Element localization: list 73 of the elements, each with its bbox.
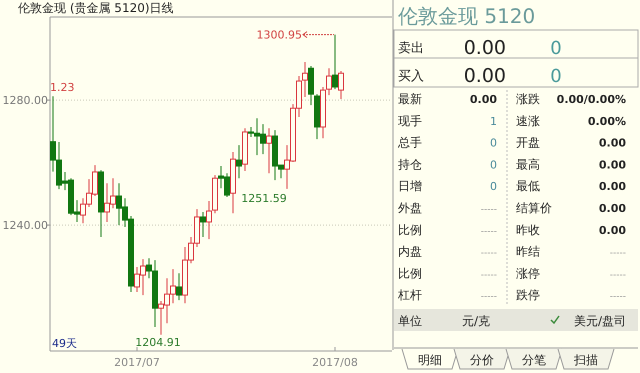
text: 元/克 [462,314,490,328]
text: 美元/盘司 [574,314,626,328]
text: 0.00 [464,37,506,59]
text: 昨结 [516,244,540,259]
text: 最低 [516,179,540,194]
text: ----- [480,292,497,302]
y-tick-label: 1240.00 [2,219,48,232]
text: 0.00 [598,136,626,150]
candlestick [338,70,344,100]
text: 总手 [397,136,422,150]
text: 外盘 [398,201,422,215]
text: 持仓 [398,157,422,172]
text: ----- [480,226,497,237]
text: 明细 [418,353,442,367]
text: 最新 [398,92,422,106]
text: 0.00 [598,224,626,237]
y-tick-label: 1280.00 [2,94,48,108]
text: ----- [610,292,626,302]
text: 分价 [470,353,494,367]
annotation: 1300.95 [256,28,302,42]
text: 比例 [398,266,422,280]
candlestick [326,68,332,96]
text: 开盘 [516,136,540,150]
text: 0 [490,158,497,172]
candlestick [266,128,272,174]
text: 1 [490,114,497,128]
text: 卖出 [398,41,424,56]
candlestick [332,34,338,90]
candlestick [176,272,182,301]
text: 0 [490,136,497,150]
text: 最高 [516,157,540,172]
text: 0 [490,180,497,194]
text: 日增 [398,179,422,194]
text: 0.00 [470,93,498,106]
x-tick-label: 2017/07 [114,356,160,369]
candlestick [200,211,206,238]
text: 杠杆 [397,288,422,302]
text: 0.00% [588,114,626,128]
text: ----- [610,248,626,259]
annotation: 1.23 [50,81,74,94]
text: ----- [480,248,497,259]
candlestick [236,144,242,179]
text: 涨停 [516,266,540,280]
text: 涨跌 [516,92,540,106]
text: 0 [550,38,562,59]
text: 0.00/0.00% [556,93,626,106]
candlestick [206,200,212,240]
text: ----- [480,205,497,215]
text: ----- [610,270,626,280]
text: 比例 [398,222,422,237]
x-tick-label: 2017/08 [312,356,358,369]
text: 0.00 [598,202,626,215]
text: 单位 [398,314,422,328]
text: 0.00 [598,180,626,194]
text: 扫描 [573,353,598,367]
candlestick [302,61,308,98]
text: 伦敦金现 5120 [398,4,536,28]
text: 0 [550,66,562,87]
text: 昨收 [516,222,540,237]
text: 0.00 [598,158,626,172]
text: 内盘 [398,244,422,259]
text: 速涨 [516,114,540,128]
annotation: 1251.59 [241,192,287,205]
text: 结算价 [516,201,552,215]
text: 现手 [398,114,422,128]
annotation: 49天 [52,337,77,350]
annotation: 1204.91 [135,336,181,349]
chart-title: 伦敦金现 (贵金属 5120)日线 [18,1,174,15]
text: 买入 [398,69,424,84]
text: ----- [480,270,497,280]
text: 0.00 [464,65,506,87]
text: 跌停 [516,288,540,302]
text: 分笔 [522,353,546,367]
